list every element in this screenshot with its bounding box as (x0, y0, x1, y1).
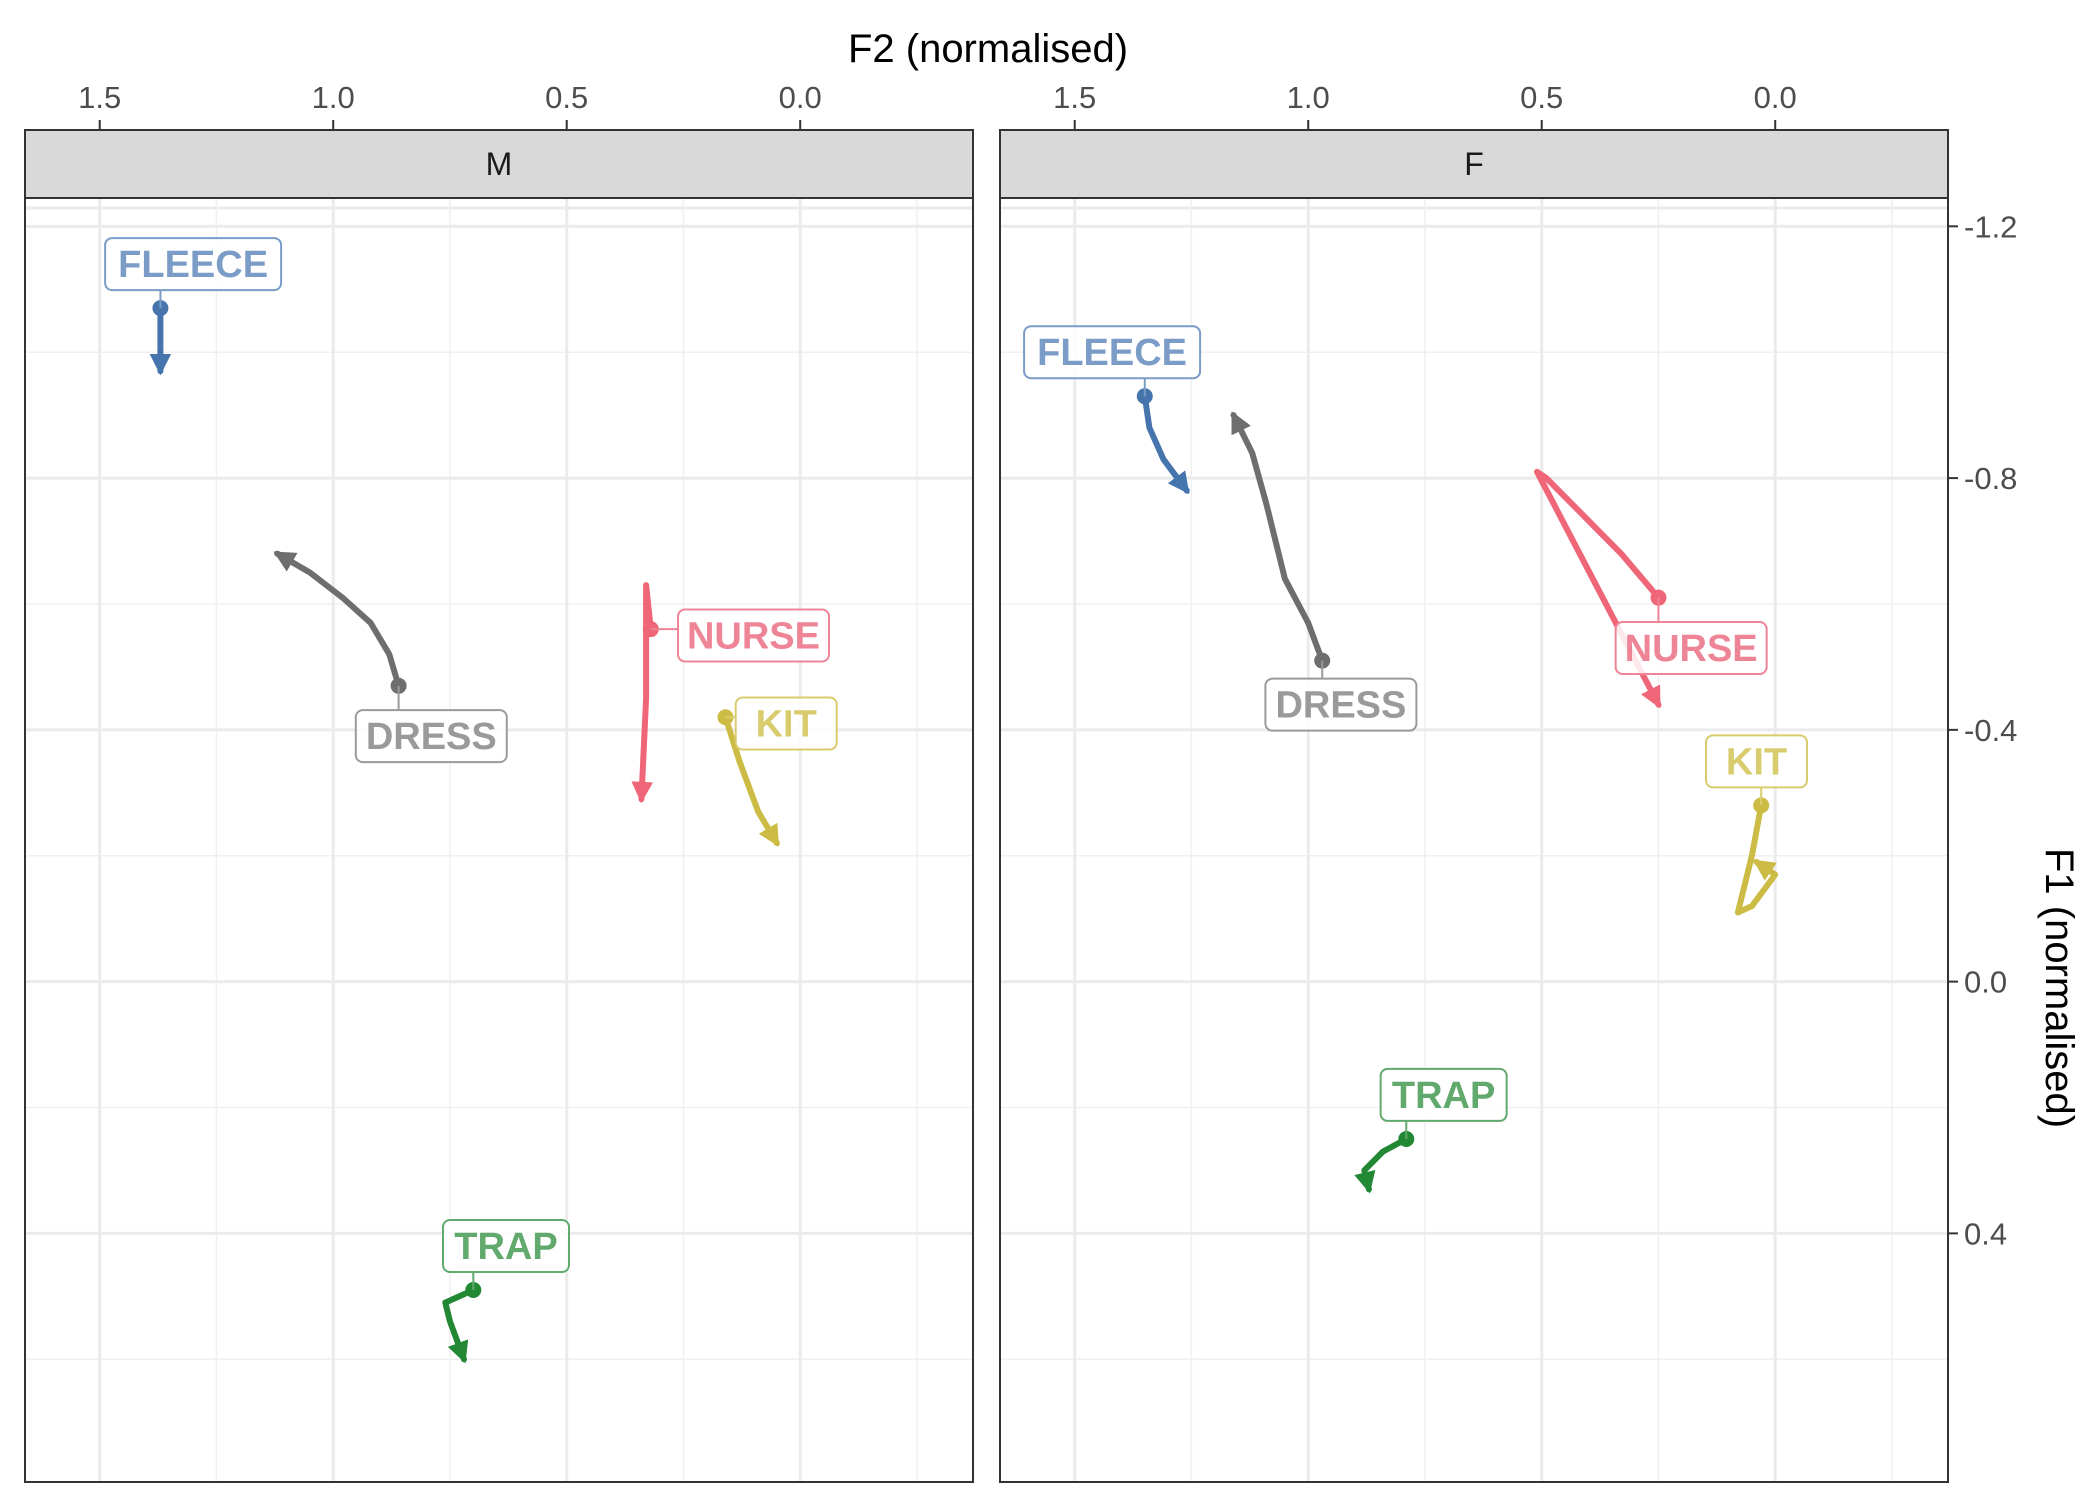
facet-strip (24, 129, 974, 199)
trajectory-line (273, 550, 402, 689)
vowel-label-nurse: NURSE (1614, 597, 1768, 676)
trajectory-line (1534, 468, 1662, 709)
vowel-label-text: FLEECE (1037, 332, 1187, 374)
trajectory-line (631, 582, 654, 804)
trajectory-trap: TRAP (442, 1218, 571, 1364)
vowel-label-text: KIT (1726, 741, 1787, 783)
trajectory-line (1734, 802, 1779, 916)
y-tick-label: -1.2 (1964, 209, 2017, 244)
facet-strip-label: M (486, 146, 513, 182)
gridlines (1000, 198, 1948, 1482)
vowel-label-nurse: NURSE (650, 608, 831, 663)
vowel-label-text: NURSE (1625, 628, 1758, 670)
vowel-label-trap: TRAP (1379, 1067, 1508, 1139)
y-tick-label: 0.0 (1964, 965, 2007, 1000)
trajectories: FLEECE DRESS NURSE KIT TRAP (1023, 325, 1809, 1194)
label-box (1264, 677, 1418, 732)
label-box (677, 608, 831, 663)
vowel-label-fleece: FLEECE (104, 237, 283, 309)
x-tick-label: 0.0 (779, 80, 822, 115)
trajectory-line (1230, 411, 1326, 664)
trajectory-trap: TRAP (1354, 1067, 1508, 1194)
vowel-label-dress: DRESS (1264, 660, 1418, 732)
panel-border (24, 197, 974, 1483)
y-axis-title: F1 (normalised) (2037, 848, 2081, 1128)
panel-f: F 1.5 1.0 0.5 0.0 FLEECE DRESS NURSE KIT TRAP (999, 80, 1949, 1483)
x-tick-label: 0.5 (545, 80, 588, 115)
vowel-label-trap: TRAP (442, 1218, 571, 1291)
vowel-label-text: KIT (756, 704, 817, 746)
trajectory-line (1141, 393, 1190, 495)
y-tick-label: -0.8 (1964, 461, 2017, 496)
panel-border (999, 197, 1949, 1483)
panel-m: M 1.5 1.0 0.5 0.0 FLEECE DRESS NURSE KIT TRAP (24, 80, 974, 1483)
label-box (734, 696, 838, 751)
x-axis: 1.5 1.0 0.5 0.0 (78, 80, 822, 130)
facet-panels: M 1.5 1.0 0.5 0.0 FLEECE DRESS NURSE KIT TRAP F 1.5… (24, 80, 1949, 1483)
vowel-label-text: NURSE (687, 615, 820, 657)
x-tick-label: 1.5 (1053, 80, 1096, 115)
trajectory-nurse: NURSE (631, 582, 831, 804)
vowel-label-text: DRESS (1275, 685, 1406, 727)
trajectory-nurse: NURSE (1534, 468, 1768, 709)
x-tick-label: 1.0 (312, 80, 355, 115)
trajectory-kit: KIT (717, 696, 838, 847)
label-box (104, 237, 283, 292)
trajectories: FLEECE DRESS NURSE KIT TRAP (104, 237, 838, 1364)
facet-strip-label: F (1464, 146, 1484, 182)
trajectory-line (1354, 1136, 1410, 1194)
x-tick-label: 0.0 (1754, 80, 1797, 115)
label-box (354, 709, 508, 764)
vowel-label-text: DRESS (366, 716, 497, 758)
vowel-label-text: TRAP (454, 1226, 557, 1268)
trajectory-line (722, 714, 780, 847)
y-tick-label: -0.4 (1964, 713, 2017, 748)
label-box (1023, 325, 1202, 380)
y-tick-label: 0.4 (1964, 1216, 2007, 1251)
x-axis-title: F2 (normalised) (848, 27, 1128, 71)
trajectory-kit: KIT (1705, 734, 1809, 916)
x-tick-label: 0.5 (1520, 80, 1563, 115)
trajectory-dress: DRESS (273, 550, 508, 764)
x-tick-label: 1.0 (1287, 80, 1330, 115)
label-box (1614, 621, 1768, 676)
vowel-label-text: FLEECE (118, 244, 268, 286)
trajectory-line (442, 1287, 477, 1364)
label-box (1705, 734, 1809, 789)
vowel-label-dress: DRESS (354, 685, 508, 764)
label-box (1379, 1067, 1508, 1122)
trajectory-fleece: FLEECE (104, 237, 283, 376)
vowel-label-kit: KIT (1705, 734, 1809, 806)
y-axis: -1.2 -0.8 -0.4 0.0 0.4 (1948, 209, 2017, 1251)
trajectory-dress: DRESS (1230, 411, 1418, 732)
vowel-label-text: TRAP (1392, 1075, 1495, 1117)
trajectory-fleece: FLEECE (1023, 325, 1202, 495)
label-box (442, 1218, 571, 1273)
x-axis: 1.5 1.0 0.5 0.0 (1053, 80, 1797, 130)
vowel-label-fleece: FLEECE (1023, 325, 1202, 397)
vowel-label-kit: KIT (725, 696, 838, 751)
x-tick-label: 1.5 (78, 80, 121, 115)
facet-strip (999, 129, 1949, 199)
